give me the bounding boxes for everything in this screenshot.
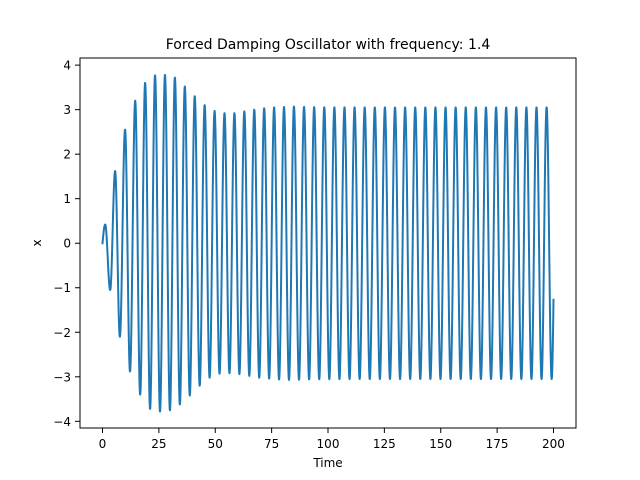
x-tick-label: 50 bbox=[208, 437, 223, 451]
x-tick-label: 125 bbox=[373, 437, 396, 451]
x-tick-label: 25 bbox=[151, 437, 166, 451]
x-tick-label: 100 bbox=[317, 437, 340, 451]
x-axis-label: Time bbox=[312, 456, 342, 470]
axes-frame bbox=[79, 57, 577, 429]
chart-title: Forced Damping Oscillator with frequency… bbox=[166, 37, 491, 53]
plot-area bbox=[101, 73, 555, 413]
x-tick-label: 0 bbox=[99, 437, 107, 451]
y-tick-label: −4 bbox=[53, 415, 71, 429]
x-tick-label: 200 bbox=[542, 437, 565, 451]
series-line-x bbox=[101, 73, 555, 413]
x-axis-ticks: 0 25 50 75 100 125 150 175 200 bbox=[99, 428, 565, 451]
x-tick-label: 175 bbox=[486, 437, 509, 451]
y-tick-label: 4 bbox=[63, 59, 71, 73]
y-tick-label: −3 bbox=[53, 370, 71, 384]
y-tick-label: 1 bbox=[63, 192, 71, 206]
y-tick-label: 2 bbox=[63, 148, 71, 162]
y-tick-label: 3 bbox=[63, 103, 71, 117]
x-tick-label: 75 bbox=[264, 437, 279, 451]
y-tick-label: −2 bbox=[53, 326, 71, 340]
y-axis-label: x bbox=[30, 239, 44, 246]
y-tick-label: −1 bbox=[53, 281, 71, 295]
y-tick-label: 0 bbox=[63, 237, 71, 251]
y-axis-ticks: −4 −3 −2 −1 0 1 2 3 4 bbox=[53, 59, 80, 429]
x-tick-label: 150 bbox=[429, 437, 452, 451]
